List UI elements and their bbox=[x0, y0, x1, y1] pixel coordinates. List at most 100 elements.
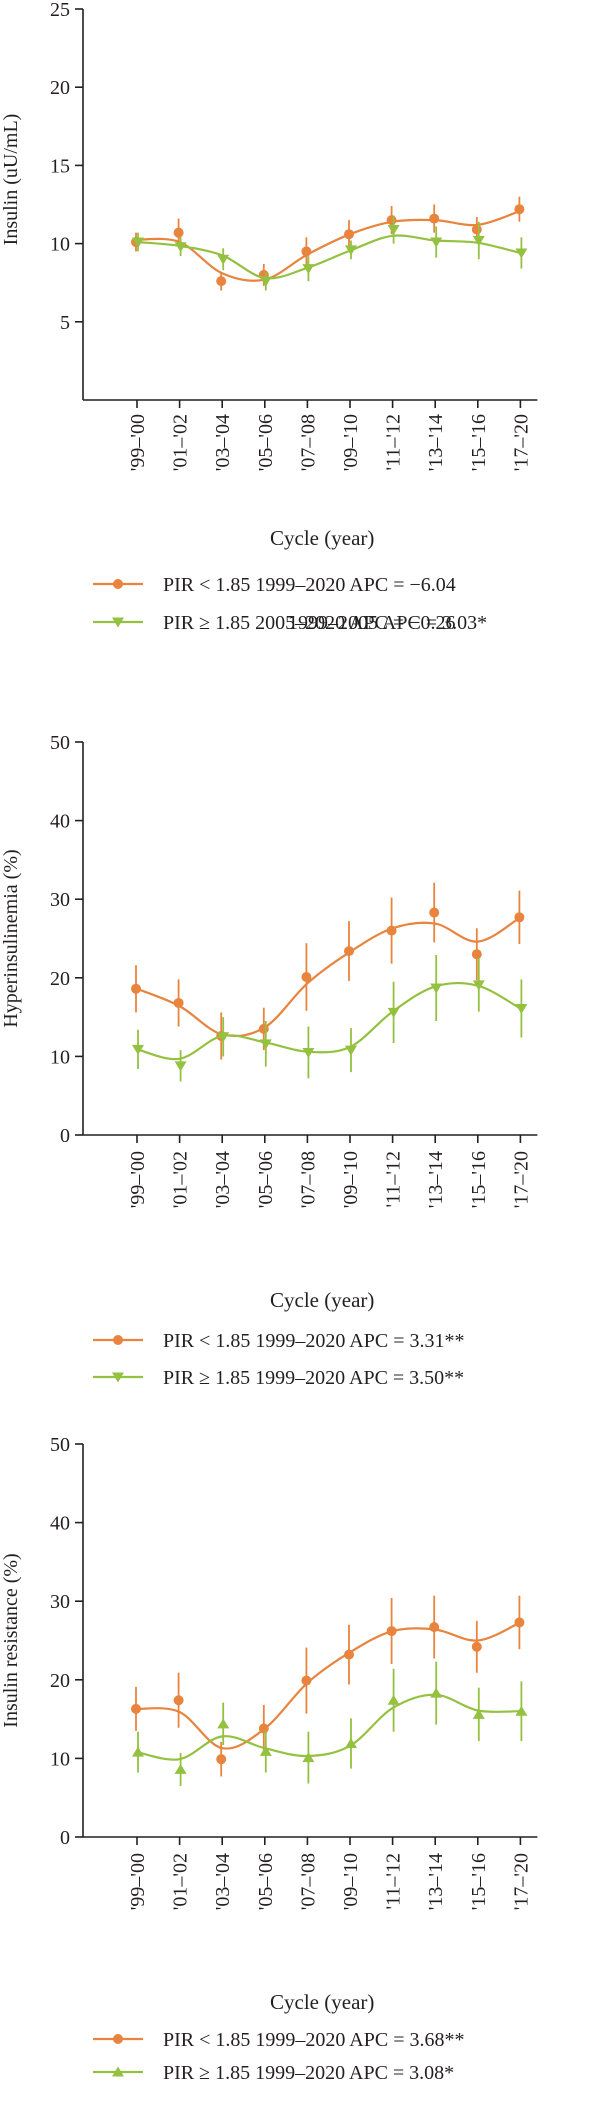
data-point bbox=[301, 246, 312, 257]
data-point bbox=[345, 1737, 357, 1748]
data-point bbox=[302, 264, 315, 275]
data-point bbox=[132, 237, 144, 248]
legend-item-pir-high: PIR ≥ 1.85 1999–2020 APC = 3.08* bbox=[93, 2062, 454, 2084]
data-point bbox=[345, 245, 357, 256]
data-point bbox=[132, 1044, 144, 1055]
trend-line-pir-high bbox=[136, 981, 521, 1061]
x-tick-label: '11–'12 bbox=[383, 414, 405, 470]
data-point bbox=[387, 1007, 400, 1018]
x-tick-label: '01–'02 bbox=[170, 414, 192, 471]
y-tick-label: 0 bbox=[60, 1125, 70, 1147]
x-tick-label: '03–'04 bbox=[212, 414, 234, 471]
data-point bbox=[515, 1705, 528, 1716]
data-point bbox=[259, 1039, 272, 1050]
series-pir-low bbox=[131, 882, 525, 1060]
data-point bbox=[430, 237, 443, 248]
y-tick-label: 10 bbox=[50, 1046, 70, 1068]
data-point bbox=[344, 229, 354, 240]
x-tick-label: '09–'10 bbox=[340, 414, 362, 471]
data-point bbox=[386, 1626, 397, 1637]
y-tick-label: 10 bbox=[50, 1748, 70, 1770]
data-point bbox=[471, 949, 482, 960]
x-tick-label: '01–'02 bbox=[170, 1151, 192, 1208]
data-point bbox=[386, 215, 397, 226]
data-point bbox=[386, 925, 397, 936]
x-tick-label: '99–'00 bbox=[127, 414, 149, 471]
data-point bbox=[302, 1752, 315, 1763]
legend-text: PIR ≥ 1.85 1999–2020 APC = 3.08* bbox=[163, 2062, 454, 2084]
legend-text: PIR ≥ 1.85 2005–2020 APC = −0.26 bbox=[163, 612, 455, 634]
data-point bbox=[429, 907, 440, 918]
legend-item-pir-low: PIR < 1.85 1999–2020 APC = −6.04 1999–200… bbox=[93, 574, 487, 634]
y-tick-label: 5 bbox=[60, 312, 70, 334]
trend-line-pir-low bbox=[136, 209, 521, 282]
data-point bbox=[514, 204, 525, 215]
x-tick-label: '05–'06 bbox=[255, 414, 277, 471]
x-tick-label: '09–'10 bbox=[340, 1151, 362, 1208]
y-axis-title: Insulin (uU/mL) bbox=[0, 114, 22, 246]
data-point bbox=[131, 1703, 141, 1714]
data-point bbox=[217, 254, 230, 265]
x-tick-label: '03–'04 bbox=[212, 1151, 234, 1208]
data-point bbox=[515, 1003, 528, 1014]
series-pir-high bbox=[132, 1661, 528, 1786]
x-tick-label: '03–'04 bbox=[212, 1853, 234, 1910]
y-tick-label: 20 bbox=[50, 1670, 70, 1692]
data-point bbox=[174, 1061, 187, 1072]
legend-text: PIR < 1.85 1999–2020 APC = −6.04 bbox=[163, 574, 456, 596]
data-point bbox=[258, 1023, 269, 1034]
legend-marker bbox=[113, 579, 123, 589]
x-tick-label: '11–'12 bbox=[383, 1151, 405, 1207]
x-tick-label: '11–'12 bbox=[383, 1853, 405, 1909]
data-point bbox=[430, 1687, 443, 1698]
panel-hyperinsulinemia: 0 10 20 30 40 50 Hyperinsulinemia (%) '99–'00 '0… bbox=[0, 732, 538, 1389]
x-tick-label: '15–'16 bbox=[468, 1151, 490, 1208]
legend-text: PIR < 1.85 1999–2020 APC = 3.31** bbox=[163, 1330, 464, 1352]
y-tick-label: 20 bbox=[50, 77, 70, 99]
data-point bbox=[429, 213, 440, 224]
data-point bbox=[430, 983, 443, 994]
data-point bbox=[345, 1045, 357, 1056]
x-tick-label: '15–'16 bbox=[468, 1853, 490, 1910]
data-point bbox=[259, 1745, 272, 1756]
data-point bbox=[173, 227, 184, 238]
x-tick-label: '13–'14 bbox=[425, 1853, 447, 1910]
data-point bbox=[132, 1746, 144, 1757]
series-pir-low bbox=[131, 1595, 525, 1777]
data-point bbox=[216, 1754, 227, 1765]
data-point bbox=[514, 1617, 525, 1628]
y-tick-label: 50 bbox=[50, 732, 70, 754]
x-tick-label: '15–'16 bbox=[468, 414, 490, 471]
series-pir-high bbox=[132, 955, 528, 1082]
panel-insulin-resistance: 0 10 20 30 40 50 Insulin resistance (%) '99–'00… bbox=[0, 1434, 538, 2084]
data-point bbox=[515, 248, 528, 259]
y-tick-label: 0 bbox=[60, 1827, 70, 1849]
y-tick-label: 20 bbox=[50, 968, 70, 990]
trend-line-pir-low bbox=[136, 916, 521, 1038]
data-point bbox=[173, 997, 184, 1008]
legend-item-pir-high: PIR ≥ 1.85 1999–2020 APC = 3.50** bbox=[93, 1367, 464, 1389]
data-point bbox=[387, 225, 400, 236]
x-tick-label: '13–'14 bbox=[425, 1151, 447, 1208]
y-tick-label: 25 bbox=[50, 0, 70, 21]
legend-item-pir-low: PIR < 1.85 1999–2020 APC = 3.68** bbox=[93, 2029, 464, 2051]
data-point bbox=[514, 912, 525, 923]
x-tick-label: '09–'10 bbox=[340, 1853, 362, 1910]
data-point bbox=[301, 972, 312, 983]
data-point bbox=[301, 1675, 312, 1686]
legend-item-pir-high: PIR ≥ 1.85 2005–2020 APC = −0.26 bbox=[93, 612, 455, 634]
x-tick-label: '07–'08 bbox=[297, 414, 319, 471]
data-point bbox=[217, 1718, 230, 1729]
y-axis-title: Insulin resistance (%) bbox=[0, 1553, 22, 1727]
data-point bbox=[387, 1694, 400, 1705]
data-point bbox=[174, 242, 187, 253]
legend-marker bbox=[113, 1335, 123, 1345]
x-tick-label: '17–'20 bbox=[510, 1853, 532, 1910]
x-tick-label: '07–'08 bbox=[297, 1151, 319, 1208]
trend-line-pir-high bbox=[136, 1693, 521, 1761]
legend-marker bbox=[113, 2034, 123, 2044]
data-point bbox=[344, 946, 354, 957]
data-point bbox=[174, 1763, 187, 1774]
y-tick-label: 40 bbox=[50, 811, 70, 833]
data-point bbox=[131, 983, 141, 994]
